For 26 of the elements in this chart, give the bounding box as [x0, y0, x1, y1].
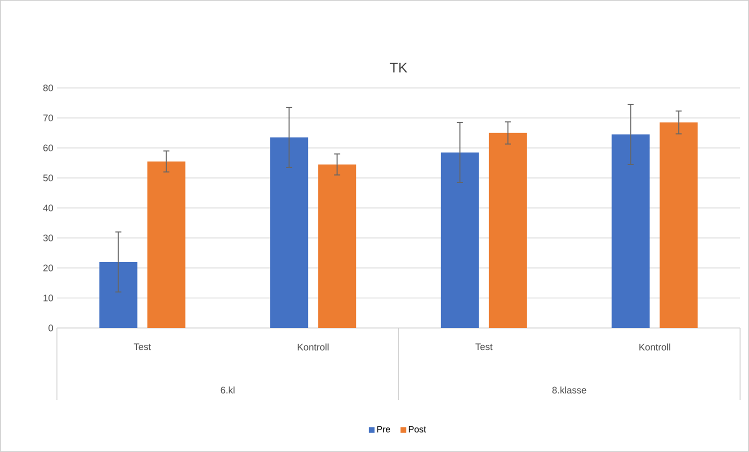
bar: [270, 137, 308, 328]
chart-title: TK: [390, 62, 408, 72]
y-tick-label: 40: [43, 204, 54, 212]
bar: [488, 132, 527, 328]
x-tick-label: Test: [475, 344, 493, 350]
x-tick-label: Test: [134, 344, 151, 350]
y-tick-label: 20: [43, 264, 54, 272]
bar: [612, 134, 650, 328]
bar: [660, 122, 698, 328]
legend-label: Pre: [377, 426, 390, 432]
bar: [440, 152, 479, 328]
x-tick-label: Kontroll: [639, 344, 670, 350]
x-tick-label: Kontroll: [298, 344, 329, 350]
y-tick-label: 70: [43, 114, 54, 122]
text: 8.klasse: [552, 386, 586, 394]
bar: [147, 161, 186, 328]
bar: [318, 164, 356, 328]
y-tick-label: 30: [43, 234, 54, 242]
y-tick-label: 80: [43, 84, 54, 92]
legend-label: Post: [408, 426, 426, 432]
text: 6.kl: [220, 386, 234, 394]
y-tick-label: 50: [43, 174, 54, 182]
bar: [99, 262, 138, 328]
y-tick-label: 0: [48, 324, 54, 332]
y-tick-label: 10: [44, 294, 54, 302]
y-tick-label: 60: [43, 144, 54, 152]
